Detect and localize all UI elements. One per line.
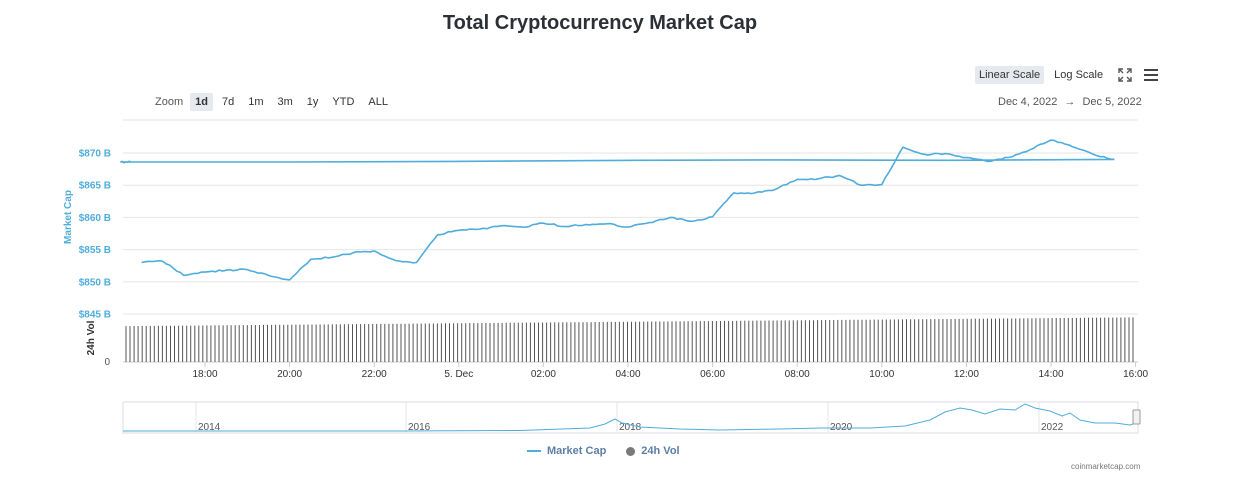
fullscreen-icon[interactable] bbox=[1117, 67, 1133, 83]
date-from[interactable]: Dec 4, 2022 bbox=[998, 96, 1058, 108]
y-tick-label: $845 B bbox=[79, 310, 111, 321]
x-tick-label: 20:00 bbox=[277, 369, 302, 380]
y-axis-title-market-cap: Market Cap bbox=[63, 190, 74, 244]
legend-item-vol[interactable]: 24h Vol bbox=[626, 445, 680, 457]
date-to[interactable]: Dec 5, 2022 bbox=[1082, 96, 1142, 108]
credits: coinmarketcap.com bbox=[1071, 462, 1141, 471]
zoom-1m-button[interactable]: 1m bbox=[248, 96, 264, 108]
legend-line-icon bbox=[527, 450, 541, 452]
navigator-series bbox=[123, 403, 1137, 432]
x-tick-label: 06:00 bbox=[700, 369, 725, 380]
legend-label-market-cap: Market Cap bbox=[547, 445, 607, 457]
y-tick-label: $855 B bbox=[79, 245, 111, 256]
y-tick-vol-0: 0 bbox=[104, 357, 110, 368]
x-tick-label: 18:00 bbox=[192, 369, 217, 380]
legend-item-market-cap[interactable]: Market Cap bbox=[527, 445, 606, 457]
x-tick-label: 22:00 bbox=[362, 369, 387, 380]
y-tick-label: $870 B bbox=[79, 149, 111, 160]
zoom-controls: Zoom 1d 7d 1m 3m 1y YTD ALL bbox=[155, 93, 393, 111]
chart-title: Total Cryptocurrency Market Cap bbox=[442, 12, 758, 34]
x-tick-label: 04:00 bbox=[615, 369, 640, 380]
linear-scale-button[interactable]: Linear Scale bbox=[975, 66, 1045, 84]
navigator-tick-label: 2016 bbox=[408, 422, 431, 433]
scale-toggle: Linear Scale Log Scale bbox=[975, 66, 1159, 84]
navigator[interactable]: 2014 2016 2018 2020 2022 bbox=[122, 401, 1141, 434]
date-arrow: → bbox=[1064, 96, 1076, 108]
legend: Market Cap 24h Vol bbox=[527, 445, 680, 457]
series-line-market-cap bbox=[120, 139, 1115, 281]
zoom-1d-button[interactable]: 1d bbox=[190, 93, 213, 111]
x-tick-label: 12:00 bbox=[954, 369, 979, 380]
x-tick-label: 14:00 bbox=[1038, 369, 1063, 380]
y-axis-title-vol: 24h Vol bbox=[86, 320, 97, 355]
y-tick-label: $850 B bbox=[79, 277, 111, 288]
zoom-1y-button[interactable]: 1y bbox=[306, 96, 319, 108]
x-tick-label: 08:00 bbox=[785, 369, 810, 380]
x-tick-label: 10:00 bbox=[869, 369, 894, 380]
navigator-handle[interactable] bbox=[1132, 409, 1141, 425]
zoom-label: Zoom bbox=[155, 96, 184, 108]
date-range[interactable]: Dec 4, 2022 → Dec 5, 2022 bbox=[998, 96, 1142, 108]
zoom-7d-button[interactable]: 7d bbox=[221, 96, 235, 108]
zoom-3m-button[interactable]: 3m bbox=[277, 96, 293, 108]
x-tick-label: 5. Dec bbox=[444, 369, 473, 380]
zoom-all-button[interactable]: ALL bbox=[368, 96, 388, 108]
y-tick-label: $865 B bbox=[79, 181, 111, 192]
y-tick-label: $860 B bbox=[79, 213, 111, 224]
menu-icon[interactable] bbox=[1143, 67, 1159, 83]
legend-label-vol: 24h Vol bbox=[641, 445, 680, 457]
navigator-tick-label: 2018 bbox=[619, 422, 642, 433]
log-scale-button[interactable]: Log Scale bbox=[1054, 69, 1104, 81]
x-tick-label: 02:00 bbox=[531, 369, 556, 380]
navigator-tick-label: 2014 bbox=[198, 422, 221, 433]
x-tick-label: 16:00 bbox=[1123, 369, 1148, 380]
navigator-tick-label: 2022 bbox=[1041, 422, 1064, 433]
zoom-ytd-button[interactable]: YTD bbox=[332, 96, 355, 108]
legend-dot-icon bbox=[626, 446, 636, 456]
